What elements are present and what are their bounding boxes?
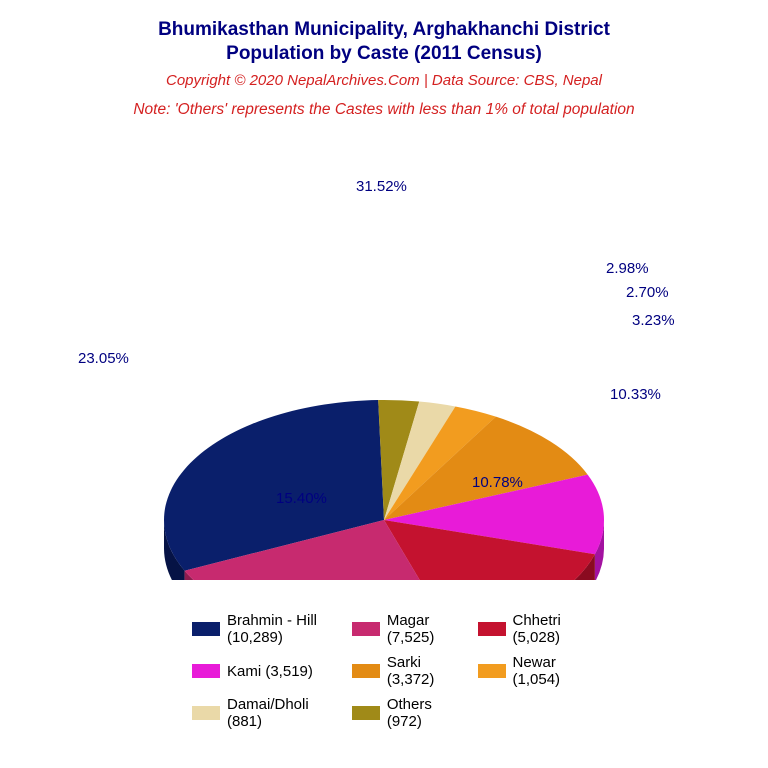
- pie-slice-label: 23.05%: [78, 350, 129, 367]
- pie-slice-label: 2.70%: [626, 284, 669, 301]
- legend-item: Damai/Dholi (881): [192, 696, 324, 730]
- legend-swatch: [192, 664, 220, 678]
- legend-item: Others (972): [352, 696, 450, 730]
- legend-label: Brahmin - Hill (10,289): [227, 612, 324, 646]
- legend-label: Chhetri (5,028): [513, 612, 577, 646]
- copyright-text: Copyright © 2020 NepalArchives.Com | Dat…: [0, 72, 768, 89]
- legend-item: Sarki (3,372): [352, 654, 450, 688]
- legend-label: Magar (7,525): [387, 612, 450, 646]
- legend-swatch: [192, 706, 220, 720]
- legend-item: Brahmin - Hill (10,289): [192, 612, 324, 646]
- legend-label: Kami (3,519): [227, 663, 313, 680]
- title-line-1: Bhumikasthan Municipality, Arghakhanchi …: [0, 18, 768, 42]
- pie-slice-label: 10.78%: [472, 474, 523, 491]
- legend-swatch: [352, 622, 380, 636]
- pie-slice-label: 15.40%: [276, 490, 327, 507]
- pie-chart: 31.52% 2.98% 2.70% 3.23% 10.33% 10.78% 15.40% 2…: [0, 150, 768, 580]
- legend-swatch: [478, 664, 506, 678]
- title-line-2: Population by Caste (2011 Census): [0, 42, 768, 66]
- legend-swatch: [192, 622, 220, 636]
- legend-item: Chhetri (5,028): [478, 612, 577, 646]
- legend-label: Newar (1,054): [513, 654, 577, 688]
- legend-swatch: [478, 622, 506, 636]
- legend-swatch: [352, 706, 380, 720]
- legend: Brahmin - Hill (10,289) Magar (7,525) Chhe…: [192, 612, 576, 730]
- pie-slice-label: 31.52%: [356, 178, 407, 195]
- legend-label: Damai/Dholi (881): [227, 696, 324, 730]
- pie-slice-label: 2.98%: [606, 260, 649, 277]
- legend-swatch: [352, 664, 380, 678]
- legend-label: Others (972): [387, 696, 450, 730]
- legend-label: Sarki (3,372): [387, 654, 450, 688]
- legend-item: Kami (3,519): [192, 654, 324, 688]
- note-text: Note: 'Others' represents the Castes wit…: [0, 101, 768, 119]
- pie-slice-label: 3.23%: [632, 312, 675, 329]
- pie-slice-label: 10.33%: [610, 386, 661, 403]
- legend-item: Magar (7,525): [352, 612, 450, 646]
- title-block: Bhumikasthan Municipality, Arghakhanchi …: [0, 0, 768, 119]
- legend-item: Newar (1,054): [478, 654, 577, 688]
